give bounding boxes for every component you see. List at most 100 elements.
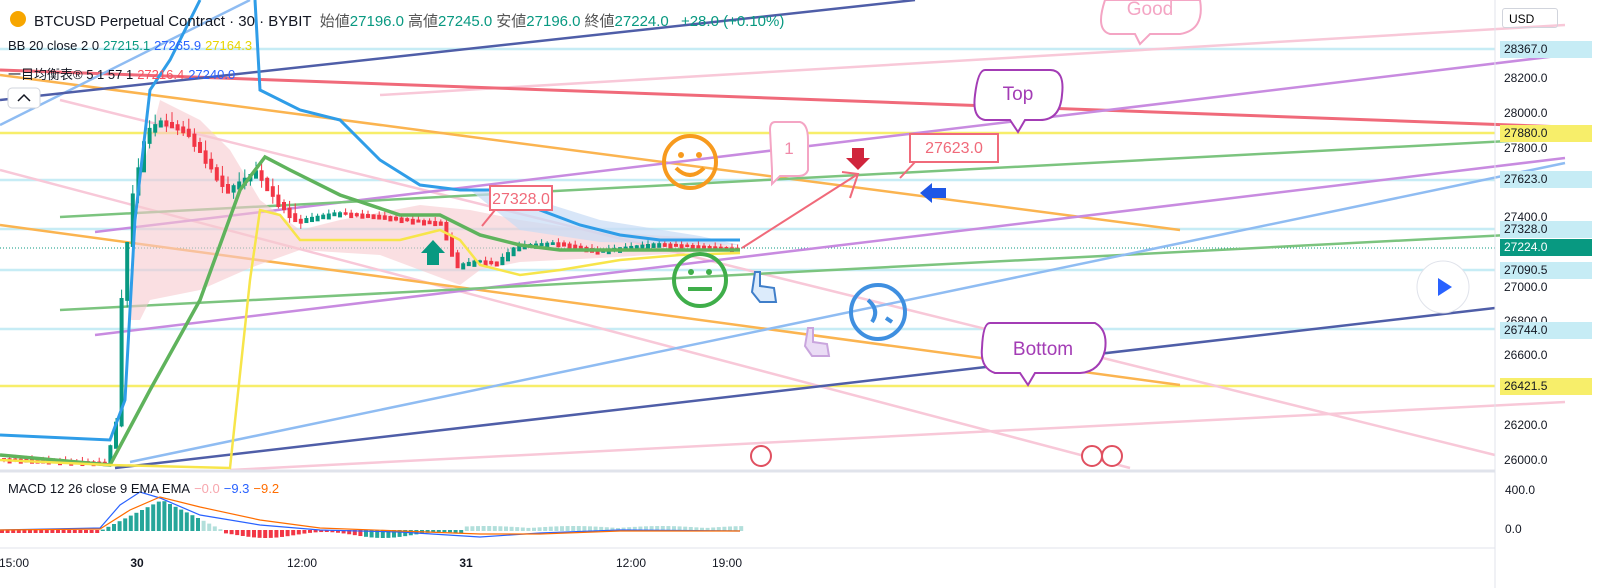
macd-bar <box>644 526 648 531</box>
candle-body <box>483 260 488 266</box>
macd-bar <box>470 526 475 531</box>
macd-bar <box>72 530 77 533</box>
macd-bar <box>263 530 268 538</box>
candle-body <box>214 167 219 181</box>
price-label: 27090.5 <box>1500 262 1592 279</box>
candle-body <box>147 127 152 144</box>
price-label: 27224.0 <box>1500 239 1592 256</box>
macd-bar <box>380 530 385 538</box>
label-bottom: Bottom <box>1013 339 1073 360</box>
macd-bar <box>95 530 100 533</box>
candle-body <box>550 242 555 245</box>
bb-lower <box>0 208 741 470</box>
indicator-value: −9.3 <box>223 481 250 496</box>
macd-bar <box>442 530 447 533</box>
currency[interactable]: USD <box>1502 8 1558 28</box>
macd-bar <box>313 530 318 533</box>
candle-body <box>382 215 387 220</box>
time-label: 12:00 <box>615 556 647 570</box>
candle-body <box>405 218 410 222</box>
indicator-value: −0.0 <box>194 481 220 496</box>
macd-bar <box>123 518 128 531</box>
candle-body <box>360 213 365 219</box>
macd-bar <box>162 501 167 531</box>
bb-upper <box>0 0 202 442</box>
macd-bar <box>212 526 217 531</box>
candle-body <box>226 184 230 194</box>
symbol: BTCUSD Perpetual Contract · 30 · BYBIT <box>34 13 312 30</box>
macd-bar <box>39 530 44 533</box>
macd-bar <box>599 526 604 531</box>
macd-bar <box>235 530 240 536</box>
change: +28.0 (+0.10%) <box>680 13 785 30</box>
candle-body <box>209 158 214 170</box>
macd-bar <box>184 512 189 531</box>
macd-bar <box>571 526 576 531</box>
time-label: 15:00 <box>0 556 30 570</box>
candle-body <box>690 244 695 251</box>
macd-bar <box>492 526 497 531</box>
macd-bar <box>296 530 301 535</box>
macd-bar <box>621 527 626 531</box>
candle-body <box>696 245 701 249</box>
macd-bar <box>666 526 671 531</box>
candle-body <box>231 185 236 193</box>
price-label: 27800.0 <box>1504 141 1548 155</box>
macd-bar <box>229 530 234 535</box>
candle-body <box>354 213 359 217</box>
macd-bar <box>397 530 402 537</box>
macd-bar <box>0 530 4 533</box>
candle-body <box>315 215 320 222</box>
macd-bar <box>728 526 732 531</box>
candle-body <box>237 181 242 190</box>
ohlc-label: 高値 <box>408 13 439 30</box>
candle-body <box>623 246 628 250</box>
indicator-value: 27164.3 <box>205 38 253 53</box>
macd-bar <box>711 527 716 531</box>
candle-body <box>349 212 354 219</box>
price-label: 26000.0 <box>1504 453 1548 467</box>
macd-bar <box>700 527 704 531</box>
candle-body <box>203 150 208 164</box>
candle-body <box>270 186 275 197</box>
macd-bar <box>733 526 738 531</box>
ohlc-value: 27245.0 <box>438 13 493 30</box>
candle-body <box>444 221 449 241</box>
macd-bar <box>67 530 72 533</box>
candle-body <box>388 216 393 222</box>
price-label: 27623.0 <box>1500 171 1592 188</box>
macd-bar <box>89 530 94 533</box>
label-price-a: 27623.0 <box>925 140 983 157</box>
macd-bar <box>386 530 391 538</box>
candle-body <box>287 207 292 219</box>
candle-body <box>646 243 650 249</box>
macd-bar <box>509 526 514 531</box>
candle-body <box>220 175 225 187</box>
indicator-macd: MACD 12 26 close 9 EMA EMA −0.0 −9.3 −9.2 <box>8 481 287 496</box>
candle-body <box>461 263 466 270</box>
macd-bar <box>677 526 682 531</box>
macd-bar <box>588 526 592 531</box>
macd-bar <box>655 526 660 531</box>
candle-body <box>399 217 404 224</box>
macd-bar <box>560 526 564 531</box>
candle-body <box>130 193 135 247</box>
candle-body <box>472 260 477 267</box>
candle-body <box>707 245 712 250</box>
price-label: 27328.0 <box>1500 221 1592 238</box>
macd-bar <box>173 506 178 531</box>
candle-body <box>293 213 298 223</box>
macd-bar <box>274 530 279 538</box>
candle-body <box>170 122 174 129</box>
macd-bar <box>291 530 296 536</box>
macd-bar <box>112 524 116 531</box>
label-one: 1 <box>784 139 793 158</box>
macd-bar <box>218 529 223 531</box>
macd-bar <box>302 530 307 534</box>
macd-bar <box>140 510 144 531</box>
drawings <box>0 0 1566 472</box>
macd-bar <box>5 530 10 533</box>
macd-bar <box>448 530 452 533</box>
macd-bar <box>672 526 676 531</box>
